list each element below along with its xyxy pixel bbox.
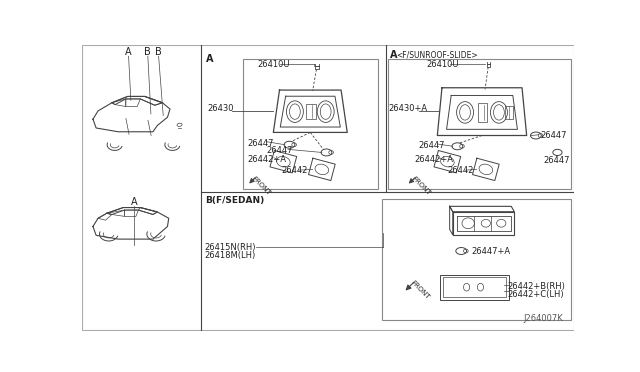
Text: 26442: 26442 [282, 166, 308, 175]
Text: 26442+A: 26442+A [414, 155, 453, 164]
Text: B: B [156, 47, 162, 57]
Bar [443, 277, 506, 297]
Text: 26447: 26447 [247, 139, 274, 148]
Text: 26447: 26447 [543, 156, 570, 165]
Text: B: B [145, 47, 151, 57]
Text: 26410U: 26410U [257, 60, 290, 69]
Bar [243, 58, 378, 189]
Bar [505, 106, 513, 119]
Text: B(F/SEDAN): B(F/SEDAN) [205, 196, 264, 205]
Text: 26447: 26447 [541, 131, 567, 140]
Bar [388, 58, 572, 189]
Bar [478, 103, 488, 122]
Text: A: A [125, 47, 132, 57]
Text: J264007K: J264007K [523, 314, 563, 323]
Text: 26410U: 26410U [427, 60, 459, 69]
Text: 26430: 26430 [207, 104, 234, 113]
Text: A: A [206, 54, 214, 64]
Bar [307, 104, 316, 119]
Text: 26442+C(LH): 26442+C(LH) [508, 289, 564, 298]
Text: FRONT: FRONT [410, 279, 431, 301]
Text: FRONT: FRONT [411, 176, 432, 196]
Text: 26447: 26447 [419, 141, 445, 150]
Text: 26447+A: 26447+A [471, 247, 510, 256]
Text: 26415N(RH): 26415N(RH) [205, 243, 256, 252]
Text: FRONT: FRONT [251, 176, 272, 196]
Text: A: A [131, 198, 137, 208]
Text: 26430+A: 26430+A [388, 104, 427, 113]
Text: 26442+B(RH): 26442+B(RH) [508, 282, 565, 291]
Text: 26442: 26442 [447, 166, 474, 175]
Text: 26418M(LH): 26418M(LH) [205, 251, 256, 260]
Text: <F/SUNROOF-SLIDE>: <F/SUNROOF-SLIDE> [396, 50, 477, 59]
Text: 26442+A: 26442+A [247, 155, 286, 164]
Text: 26447: 26447 [266, 146, 293, 155]
Bar [440, 275, 509, 299]
Bar [382, 199, 570, 320]
Text: A: A [390, 50, 397, 60]
